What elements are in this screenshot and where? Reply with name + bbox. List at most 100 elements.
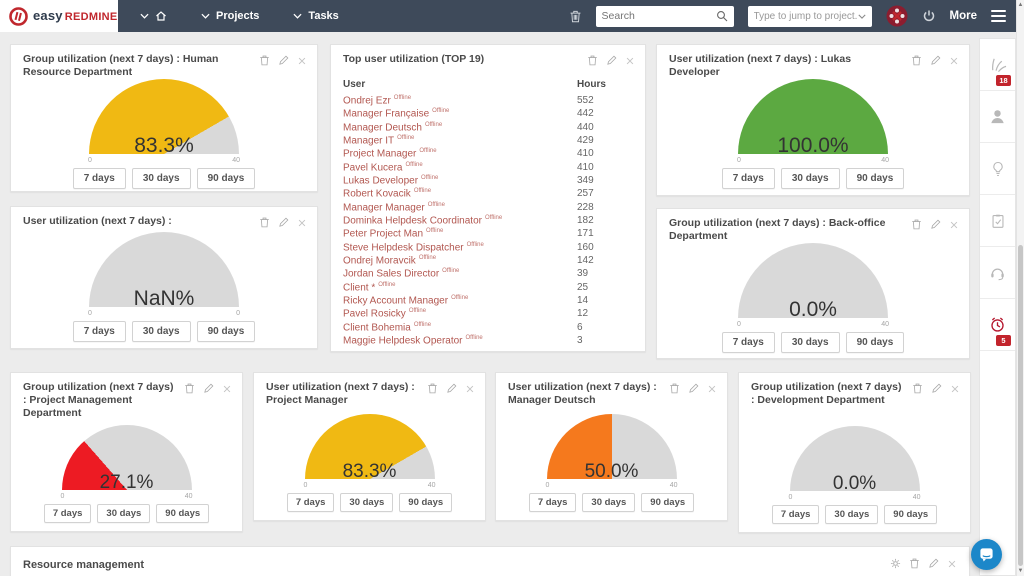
edit-widget-icon[interactable] [930,54,941,70]
sidebar-item-tasks[interactable] [980,195,1015,247]
period-button[interactable]: 7 days [73,321,126,342]
user-link[interactable]: Manager Deutsch [343,122,422,133]
more-menu[interactable]: More [950,10,977,22]
delete-widget-icon[interactable] [259,216,270,232]
delete-widget-icon[interactable] [911,218,922,234]
period-button[interactable]: 7 days [44,504,92,523]
user-link[interactable]: Manager Manager [343,202,425,213]
user-link[interactable]: Ondrej Ezr [343,95,391,106]
close-widget-icon[interactable] [222,382,232,398]
close-widget-icon[interactable] [297,54,307,70]
period-button[interactable]: 30 days [132,321,191,342]
status-offline: Offline [394,95,411,101]
user-link[interactable]: Client * [343,282,375,293]
period-button[interactable]: 90 days [197,321,256,342]
user-link[interactable]: Lukas Developer [343,175,418,186]
close-widget-icon[interactable] [297,216,307,232]
user-link[interactable]: Ricky Account Manager [343,295,448,306]
period-button[interactable]: 90 days [846,332,905,353]
delete-widget-icon[interactable] [587,54,598,70]
jump-to-project-select[interactable]: Type to jump to project... [748,6,872,27]
delete-widget-icon[interactable] [427,382,438,398]
period-button[interactable]: 7 days [722,168,775,189]
user-link[interactable]: Dominka Helpdesk Coordinator [343,215,482,226]
period-button[interactable]: 90 days [156,504,209,523]
easy-redmine-logo[interactable]: easyREDMINE [0,0,118,32]
period-button[interactable]: 30 days [582,493,635,512]
close-widget-icon[interactable] [950,382,960,398]
user-link[interactable]: Jordan Sales Director [343,269,439,280]
column-header-user: User [343,74,577,94]
logout-power-icon[interactable] [922,9,936,23]
edit-widget-icon[interactable] [278,216,289,232]
user-link[interactable]: Manager Française [343,109,429,120]
trash-icon[interactable] [569,9,582,23]
settings-icon[interactable] [890,557,901,573]
edit-widget-icon[interactable] [203,382,214,398]
period-button[interactable]: 90 days [641,493,694,512]
period-button[interactable]: 30 days [781,168,840,189]
period-button[interactable]: 90 days [197,168,256,189]
close-widget-icon[interactable] [625,54,635,70]
period-button[interactable]: 30 days [97,504,150,523]
edit-widget-icon[interactable] [930,218,941,234]
close-widget-icon[interactable] [949,54,959,70]
chat-launcher-button[interactable] [971,539,1002,570]
close-widget-icon[interactable] [949,218,959,234]
delete-widget-icon[interactable] [259,54,270,70]
scroll-down-arrow[interactable]: ▼ [1017,567,1024,575]
edit-widget-icon[interactable] [606,54,617,70]
close-widget-icon[interactable] [707,382,717,398]
user-link[interactable]: Robert Kovacik [343,189,411,200]
edit-widget-icon[interactable] [688,382,699,398]
sidebar-item-users[interactable] [980,91,1015,143]
edit-widget-icon[interactable] [278,54,289,70]
edit-widget-icon[interactable] [928,557,939,573]
nav-home-menu[interactable] [140,10,167,22]
period-button[interactable]: 90 days [846,168,905,189]
delete-widget-icon[interactable] [669,382,680,398]
delete-widget-icon[interactable] [912,382,923,398]
sidebar-item-attendance[interactable]: 5 [980,299,1015,351]
user-link[interactable]: Peter Project Man [343,229,423,240]
user-link[interactable]: Steve Helpdesk Dispatcher [343,242,464,253]
gauge-max-label: 40 [881,321,889,328]
user-link[interactable]: Pavel Kucera [343,162,402,173]
search-icon[interactable] [716,10,728,22]
period-button[interactable]: 90 days [399,493,452,512]
sidebar-item-activity[interactable]: 18 [980,39,1015,91]
hamburger-menu-icon[interactable] [991,10,1006,23]
sidebar-item-support[interactable] [980,247,1015,299]
delete-widget-icon[interactable] [911,54,922,70]
nav-projects-menu[interactable]: Projects [201,10,259,22]
user-link[interactable]: Maggie Helpdesk Operator [343,335,463,346]
vertical-scrollbar[interactable]: ▲ ▼ [1016,0,1024,576]
user-link[interactable]: Project Manager [343,149,416,160]
period-button[interactable]: 7 days [772,505,820,524]
period-button[interactable]: 30 days [781,332,840,353]
user-link[interactable]: Client Bohemia [343,322,411,333]
user-link[interactable]: Manager IT [343,135,394,146]
period-button[interactable]: 30 days [825,505,878,524]
period-button[interactable]: 30 days [132,168,191,189]
scrollbar-thumb[interactable] [1018,245,1023,566]
edit-widget-icon[interactable] [931,382,942,398]
user-avatar[interactable] [886,5,908,27]
user-link[interactable]: Pavel Rosicky [343,309,406,320]
close-widget-icon[interactable] [947,557,957,573]
period-button[interactable]: 7 days [529,493,577,512]
period-button[interactable]: 90 days [884,505,937,524]
delete-widget-icon[interactable] [909,557,920,573]
nav-tasks-menu[interactable]: Tasks [293,10,338,22]
user-link[interactable]: Ondrej Moravcik [343,255,416,266]
edit-widget-icon[interactable] [446,382,457,398]
search-input[interactable] [602,10,716,22]
period-button[interactable]: 7 days [722,332,775,353]
period-button[interactable]: 30 days [340,493,393,512]
sidebar-item-ideas[interactable] [980,143,1015,195]
period-button[interactable]: 7 days [287,493,335,512]
close-widget-icon[interactable] [465,382,475,398]
period-button[interactable]: 7 days [73,168,126,189]
scroll-up-arrow[interactable]: ▲ [1017,1,1024,9]
delete-widget-icon[interactable] [184,382,195,398]
